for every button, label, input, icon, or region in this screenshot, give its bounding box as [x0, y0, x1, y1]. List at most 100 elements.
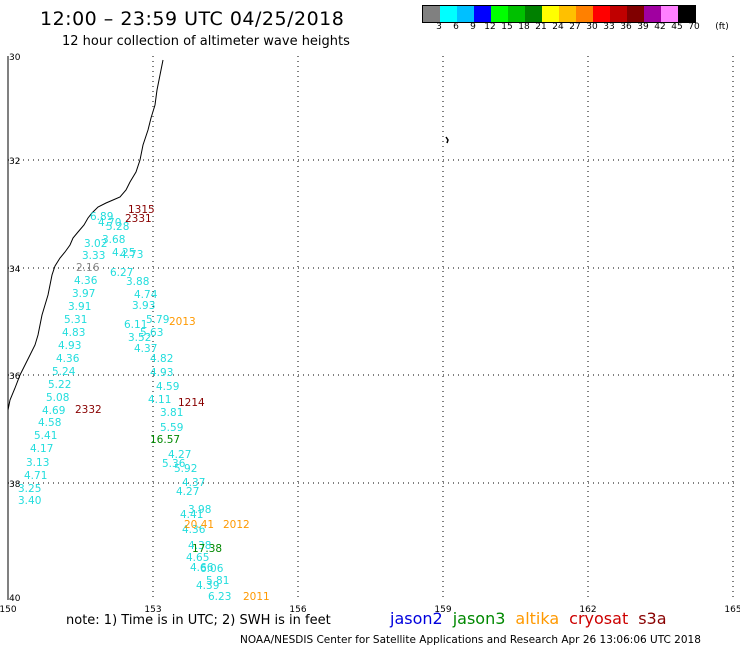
pass-time-label: 1214: [178, 397, 205, 409]
color-scale-tick: 39: [637, 22, 649, 32]
wave-height-value: 3.33: [82, 250, 105, 262]
chart-subtitle: 12 hour collection of altimeter wave hei…: [62, 34, 350, 49]
color-scale-tick: 3: [436, 22, 442, 32]
wave-height-value: 3.40: [18, 495, 41, 507]
wave-height-value: 5.41: [34, 430, 57, 442]
pass-time-label: 2331: [125, 213, 152, 225]
wave-height-value: 4.93: [58, 340, 81, 352]
wave-height-value: 3.68: [102, 234, 125, 246]
wave-height-value: 4.11: [148, 394, 171, 406]
color-swatch: [491, 6, 508, 22]
longitude-label: 162: [579, 605, 596, 615]
wave-height-points: 2.164.363.973.915.314.834.934.365.245.22…: [18, 204, 270, 603]
legend-cryosat: cryosat: [569, 609, 629, 628]
wave-height-value: 4.83: [62, 327, 85, 339]
satellite-legend: jason2 jason3 altika cryosat s3a: [390, 609, 677, 628]
wave-height-value: 3.81: [160, 407, 183, 419]
wave-height-value: 6.06: [200, 563, 224, 575]
color-scale-tick: 15: [501, 22, 513, 32]
wave-height-value: 6.11: [124, 319, 147, 331]
wave-height-value: 3.88: [126, 276, 149, 288]
color-swatch: [576, 6, 593, 22]
color-swatch: [593, 6, 610, 22]
wave-height-value: 4.73: [120, 249, 143, 261]
color-scale-tick: 36: [620, 22, 632, 32]
wave-height-value: 4.93: [150, 367, 173, 379]
jason3-wave-value: 16.57: [150, 434, 180, 446]
lat-lon-grid: [7, 56, 735, 600]
pass-time-label: 2013: [169, 316, 196, 328]
wave-height-value: 4.58: [38, 417, 61, 429]
color-swatch: [474, 6, 491, 22]
wave-height-value: 4.37: [182, 477, 205, 489]
wave-height-value: 4.41: [180, 509, 203, 521]
pass-time-label: 2332: [75, 404, 102, 416]
wave-height-value: 3.25: [18, 483, 41, 495]
wave-height-value: 6.89: [90, 211, 113, 223]
color-scale-tick: 18: [518, 22, 530, 32]
wave-height-value: 2.16: [76, 262, 100, 274]
wave-height-value: 4.82: [150, 353, 173, 365]
color-scale-tick: 24: [552, 22, 564, 32]
color-swatch: [678, 6, 695, 22]
wave-height-value: 4.17: [30, 443, 53, 455]
wave-height-value: 4.38: [188, 540, 211, 552]
latitude-label: 40: [9, 594, 21, 604]
color-swatch: [440, 6, 457, 22]
wave-height-value: 4.59: [156, 381, 179, 393]
wave-height-value: 3.91: [68, 301, 91, 313]
wave-height-value: 4.69: [42, 405, 65, 417]
color-scale-tick: 70: [688, 22, 700, 32]
longitude-label: 159: [434, 605, 451, 615]
color-scale-tick: 6: [453, 22, 459, 32]
longitude-label: 165: [724, 605, 740, 615]
latitude-label: 32: [9, 157, 20, 167]
color-swatch: [457, 6, 474, 22]
legend-s3a: s3a: [638, 609, 667, 628]
latitude-label: 34: [9, 265, 21, 275]
legend-altika: altika: [515, 609, 560, 628]
wave-height-value: 3.13: [26, 457, 49, 469]
color-scale-labels: 3 6 9 12 15 18 21 24 27 30 33 36 39 42 45 70 (ft): [422, 22, 740, 36]
color-swatch: [644, 6, 661, 22]
wave-height-value: 6.23: [208, 591, 231, 603]
coastline: [7, 59, 449, 411]
wave-height-value: 4.39: [196, 580, 219, 592]
pass-time-label: 2011: [243, 591, 270, 603]
color-scale-bar: [422, 5, 696, 23]
wave-height-value: 3.02: [84, 238, 107, 250]
note-text: note: 1) Time is in UTC; 2) SWH is in fe…: [66, 613, 331, 628]
longitude-label: 153: [144, 605, 161, 615]
wave-height-value: 4.37: [134, 343, 157, 355]
wave-height-value: 4.74: [134, 289, 158, 301]
wave-height-value: 4.27: [168, 449, 191, 461]
wave-height-value: 4.65: [186, 552, 209, 564]
latitude-label: 30: [9, 53, 21, 63]
color-swatch: [423, 6, 440, 22]
color-scale-tick: 45: [671, 22, 683, 32]
wave-height-value: 3.97: [72, 288, 95, 300]
color-scale-tick: 33: [603, 22, 615, 32]
wave-height-value: 4.71: [24, 470, 47, 482]
latitude-label: 38: [9, 480, 21, 490]
color-scale-unit: (ft): [715, 22, 729, 32]
longitude-label: 150: [0, 605, 17, 615]
color-swatch: [627, 6, 644, 22]
wave-height-value: 5.36: [162, 458, 186, 470]
color-scale-tick: 9: [470, 22, 476, 32]
wave-height-value: 6.27: [110, 267, 133, 279]
color-scale-tick: 42: [654, 22, 666, 32]
wave-height-value: 5.79: [146, 314, 169, 326]
wave-height-value: 4.66: [190, 562, 214, 574]
wave-height-value: 5.81: [206, 575, 229, 587]
color-swatch: [559, 6, 576, 22]
credit-line: NOAA/NESDIS Center for Satellite Applica…: [240, 634, 701, 646]
wave-height-value: 4.70: [98, 217, 121, 229]
pass-time-label: 1315: [128, 204, 155, 216]
wave-height-value: 4.36: [74, 275, 98, 287]
legend-jason2: jason2: [390, 609, 443, 628]
wave-height-value: 5.31: [64, 314, 87, 326]
latitude-label: 36: [9, 372, 21, 382]
color-swatch: [508, 6, 525, 22]
